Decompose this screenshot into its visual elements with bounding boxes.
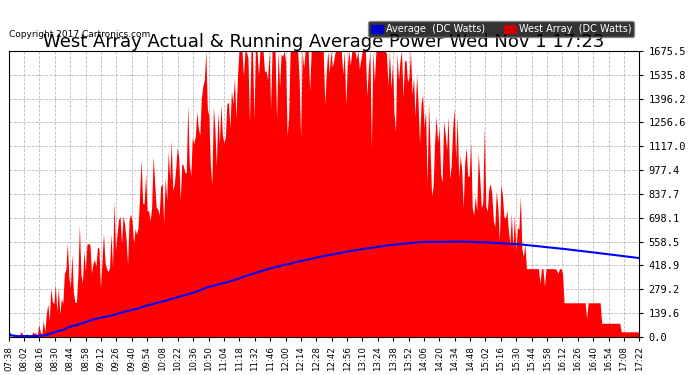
Title: West Array Actual & Running Average Power Wed Nov 1 17:23: West Array Actual & Running Average Powe… [43, 33, 604, 51]
Legend: Average  (DC Watts), West Array  (DC Watts): Average (DC Watts), West Array (DC Watts… [368, 21, 634, 37]
Text: Copyright 2017 Cartronics.com: Copyright 2017 Cartronics.com [9, 30, 150, 39]
